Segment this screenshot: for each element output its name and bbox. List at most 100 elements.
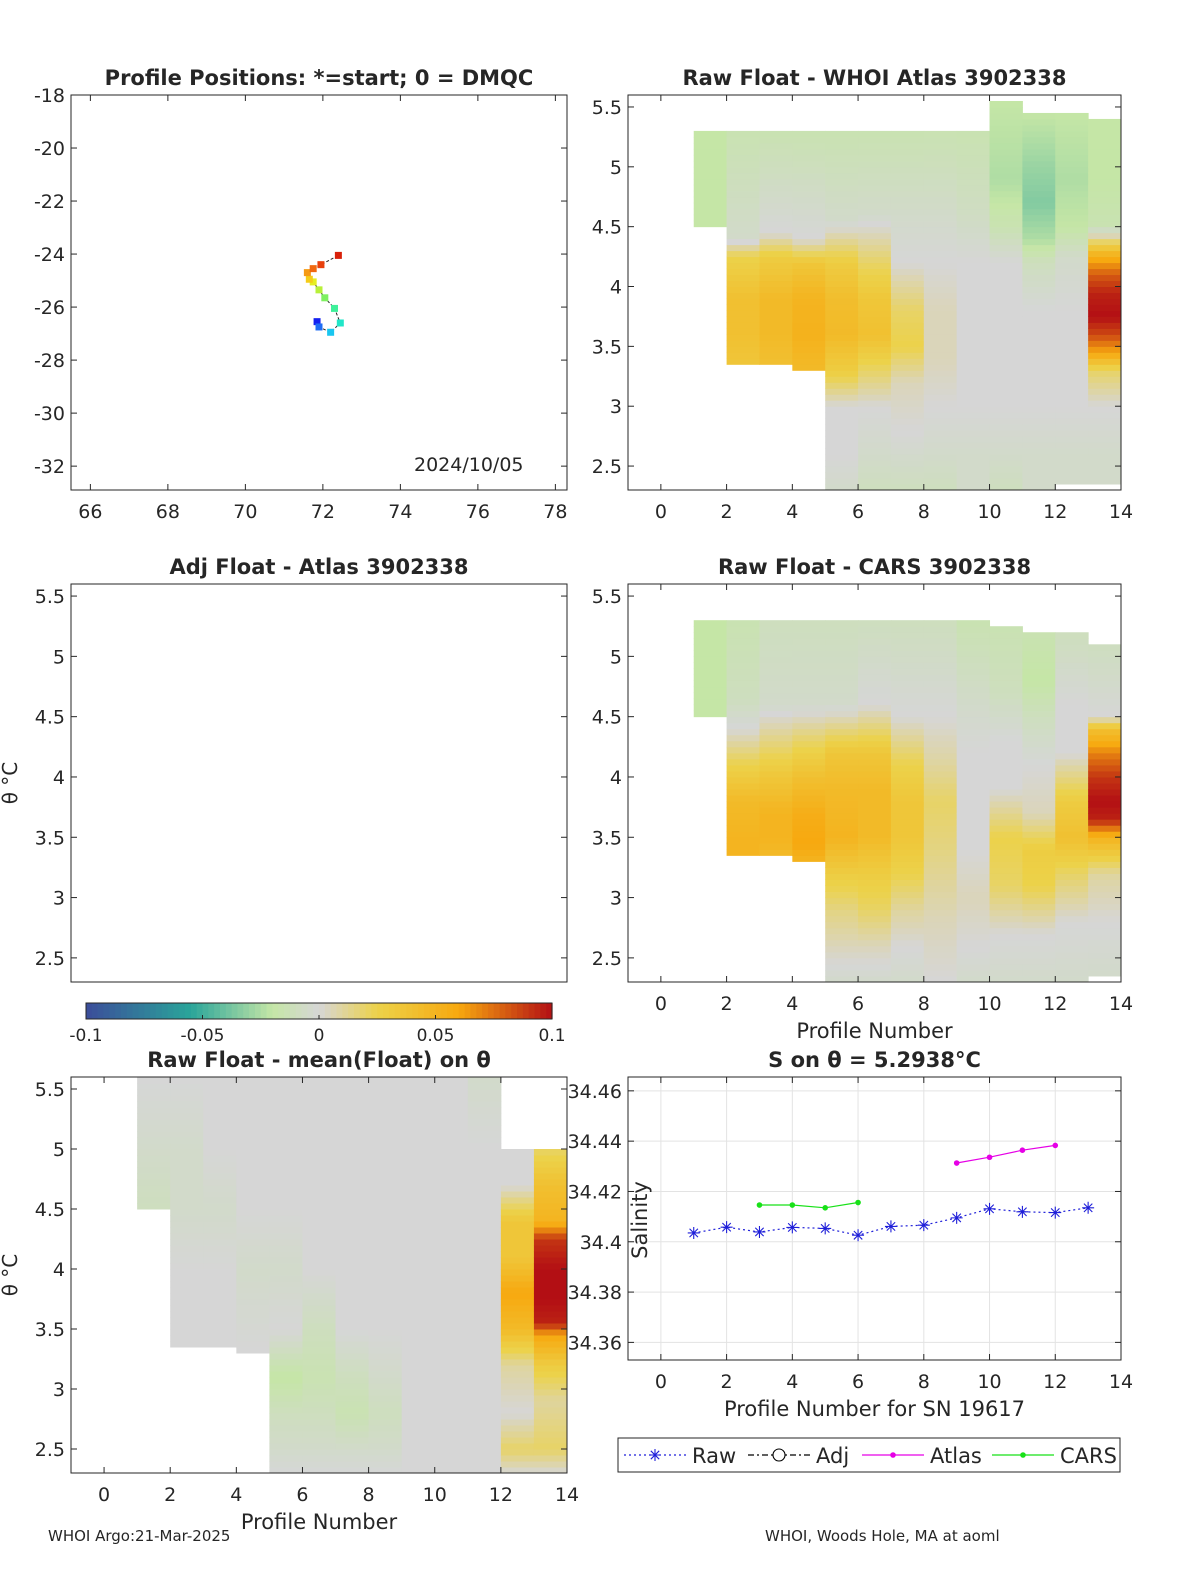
raw-mean-cell xyxy=(269,1269,303,1276)
raw-atlas-cell xyxy=(1022,352,1055,358)
raw-cars-cell xyxy=(924,729,957,736)
raw-cars-cell xyxy=(727,729,760,736)
series-point-raw xyxy=(753,1226,765,1238)
raw-atlas-cell xyxy=(924,376,957,382)
raw-mean-cell xyxy=(468,1329,502,1336)
raw-atlas-cell xyxy=(858,227,891,233)
raw-atlas-cell xyxy=(727,346,760,352)
raw-atlas-cell xyxy=(1022,472,1055,478)
colorbar-swatch xyxy=(505,1003,511,1019)
colorbar-swatch xyxy=(406,1003,412,1019)
raw-mean-cell xyxy=(170,1329,204,1336)
raw-mean-cell xyxy=(269,1221,303,1228)
raw-mean-cell xyxy=(402,1431,436,1438)
raw-cars-cell xyxy=(891,928,924,935)
raw-cars-cell xyxy=(1055,668,1088,675)
raw-atlas-cell xyxy=(1055,442,1088,448)
raw-mean-cell xyxy=(269,1287,303,1294)
raw-mean-cell xyxy=(468,1305,502,1312)
raw-mean-cell xyxy=(302,1083,336,1090)
raw-mean-cell xyxy=(468,1257,502,1264)
raw-cars-cell xyxy=(924,650,957,657)
raw-mean-cell xyxy=(302,1089,336,1096)
raw-atlas-cell xyxy=(727,298,760,304)
raw-cars-cell xyxy=(858,855,891,862)
raw-cars-cell xyxy=(1022,849,1055,856)
raw-mean-cell xyxy=(501,1281,535,1288)
raw-cars-cell xyxy=(891,825,924,832)
raw-cars-cell xyxy=(858,813,891,820)
raw-cars-cell xyxy=(1022,886,1055,893)
raw-cars-cell xyxy=(1088,964,1121,971)
raw-atlas-cell xyxy=(891,263,924,269)
raw-mean-cell xyxy=(534,1461,568,1468)
raw-mean-cell xyxy=(336,1347,370,1354)
raw-cars-cell xyxy=(727,620,760,627)
raw-atlas-cell xyxy=(727,161,760,167)
raw-cars-cell xyxy=(1022,717,1055,724)
raw-cars-cell xyxy=(1022,638,1055,645)
raw-atlas-cell xyxy=(858,472,891,478)
raw-atlas-cell xyxy=(759,269,792,275)
raw-mean-cell xyxy=(269,1317,303,1324)
raw-mean-cell xyxy=(269,1203,303,1210)
raw-cars-cell xyxy=(759,783,792,790)
adj-atlas-ylabel: θ °C xyxy=(0,762,22,805)
raw-atlas-cell xyxy=(825,275,858,281)
raw-mean-cell xyxy=(302,1401,336,1408)
raw-atlas-cell xyxy=(990,137,1023,143)
raw-cars-cell xyxy=(990,807,1023,814)
raw-cars-cell xyxy=(1088,946,1121,953)
colorbar: -0.1 -0.05 0 0.05 0.1 xyxy=(69,1003,565,1046)
raw-cars-cell xyxy=(957,638,990,645)
raw-atlas-cell xyxy=(727,316,760,322)
raw-cars-cell xyxy=(792,741,825,748)
raw-atlas-cell xyxy=(957,364,990,370)
raw-mean-cell xyxy=(369,1377,403,1384)
series-point-cars xyxy=(790,1202,796,1208)
raw-cars-cell xyxy=(990,687,1023,694)
raw-mean-cell xyxy=(468,1155,502,1162)
raw-cars-cell xyxy=(1055,922,1088,929)
raw-cars-cell xyxy=(858,753,891,760)
raw-atlas-cell xyxy=(990,328,1023,334)
raw-atlas-cell xyxy=(759,287,792,293)
raw-mean-cell xyxy=(203,1083,237,1090)
raw-mean-cell xyxy=(402,1407,436,1414)
raw-cars-cell xyxy=(1022,699,1055,706)
adj-atlas-frame xyxy=(71,584,567,982)
raw-cars-cell xyxy=(825,717,858,724)
raw-cars-cell xyxy=(924,759,957,766)
raw-mean-cell xyxy=(336,1377,370,1384)
raw-atlas-cell xyxy=(858,197,891,203)
raw-cars-cell xyxy=(1022,867,1055,874)
raw-mean-cell xyxy=(170,1077,204,1084)
colorbar-swatch xyxy=(395,1003,401,1019)
salinity-xtick-label: 2 xyxy=(721,1371,733,1393)
raw-cars-cell xyxy=(792,777,825,784)
raw-atlas-cell xyxy=(858,173,891,179)
raw-atlas-cell xyxy=(924,191,957,197)
raw-atlas-xtick-label: 8 xyxy=(918,501,930,523)
raw-cars-cell xyxy=(825,837,858,844)
raw-atlas-cell xyxy=(1022,328,1055,334)
raw-mean-cell xyxy=(269,1431,303,1438)
raw-mean-cell xyxy=(534,1419,568,1426)
raw-atlas-cell xyxy=(990,257,1023,263)
raw-cars-cell xyxy=(1088,717,1121,724)
raw-mean-cell xyxy=(170,1275,204,1282)
raw-atlas-cell xyxy=(990,221,1023,227)
raw-mean-cell xyxy=(236,1323,270,1330)
raw-atlas-cell xyxy=(858,131,891,137)
raw-cars-cell xyxy=(1055,771,1088,778)
raw-mean-cell xyxy=(369,1311,403,1318)
raw-mean-cell xyxy=(468,1209,502,1216)
positions-ytick-label: -24 xyxy=(34,244,65,266)
raw-cars-cell xyxy=(1022,928,1055,935)
raw-cars-cell xyxy=(825,674,858,681)
raw-mean-cell xyxy=(402,1251,436,1258)
raw-cars-cell xyxy=(891,831,924,838)
raw-atlas-cell xyxy=(1055,269,1088,275)
raw-cars-cell xyxy=(1088,970,1121,977)
raw-mean-cell xyxy=(302,1203,336,1210)
